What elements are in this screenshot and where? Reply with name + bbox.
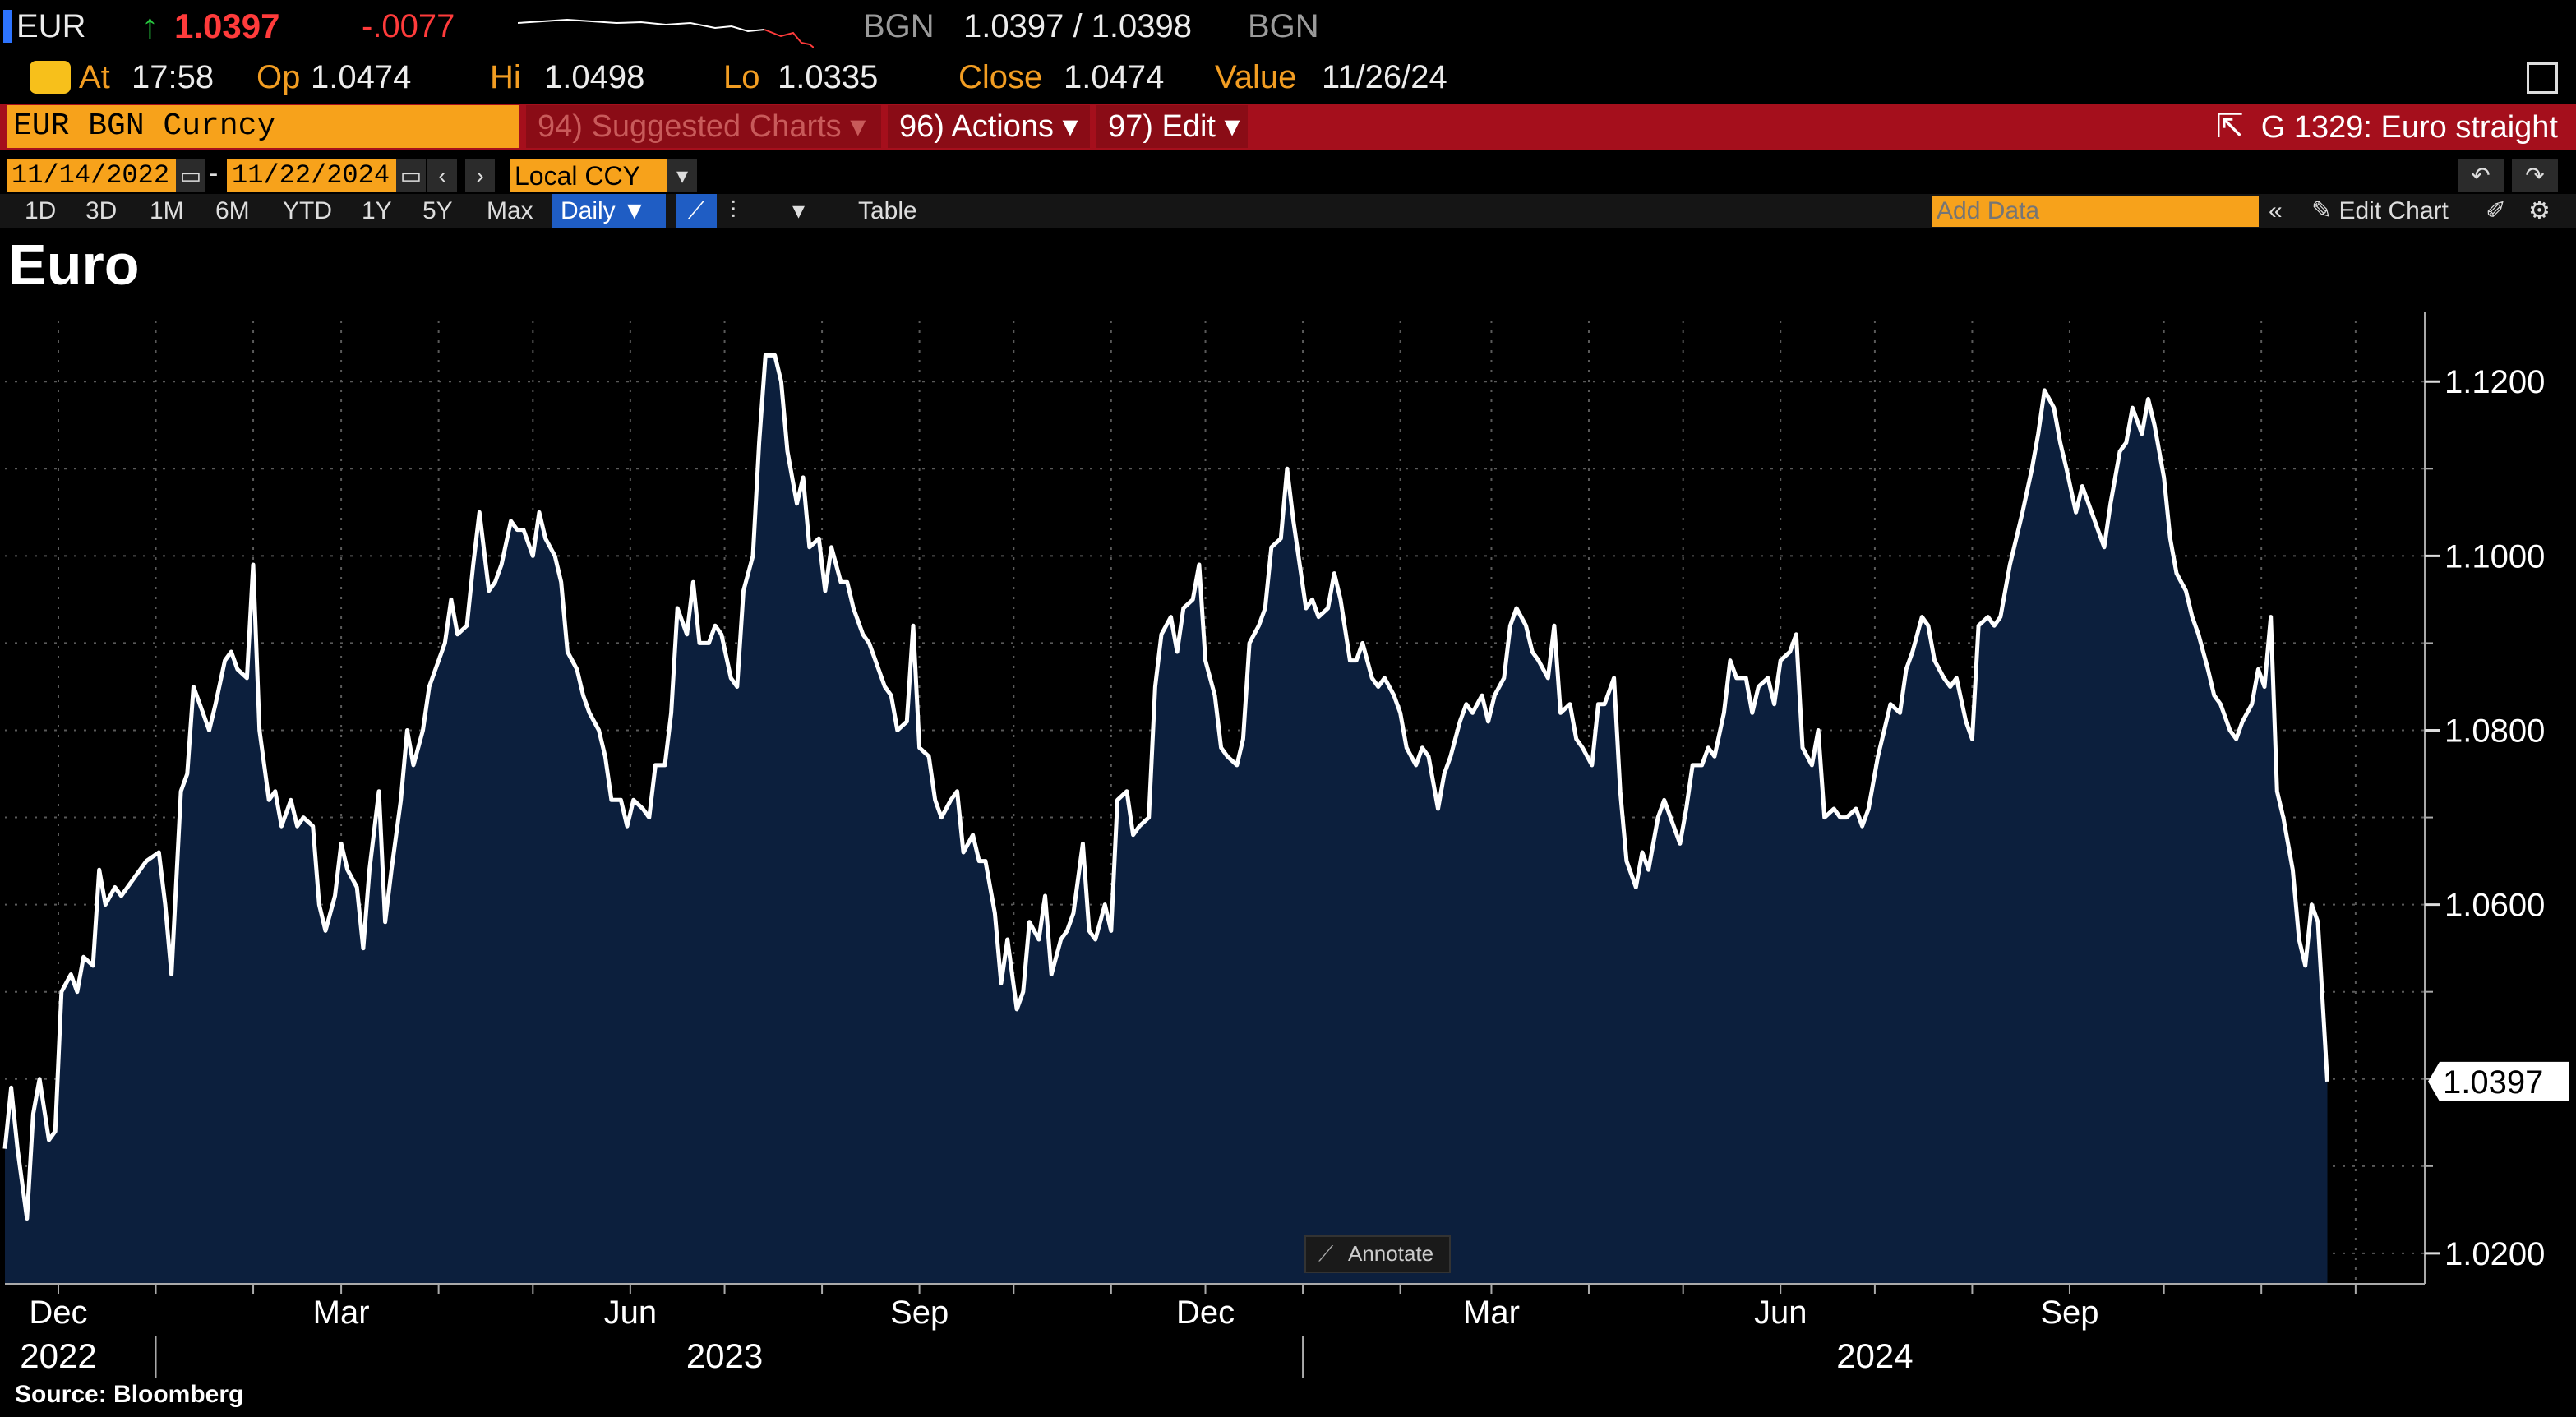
popout-icon: ⇱ <box>2216 108 2244 145</box>
last-value-tag-group: 1.0397 <box>2428 1061 2569 1101</box>
hi-label: Hi <box>490 59 521 95</box>
x-tick-label: Jun <box>1754 1295 1807 1331</box>
clock-icon <box>30 61 71 94</box>
x-tick-label: Mar <box>1463 1295 1520 1331</box>
period-ytd[interactable]: YTD <box>283 197 332 224</box>
chart-title: Euro <box>8 233 140 297</box>
y-tick-label: 1.1200 <box>2444 364 2545 400</box>
annotate-icon: ⟋ <box>1318 1241 1334 1266</box>
bar-chart-icon[interactable]: ⫶ <box>730 197 736 224</box>
period-1d[interactable]: 1D <box>25 197 57 224</box>
quote-currency-2: BGN <box>1248 8 1319 44</box>
end-date-input[interactable]: 11/22/2024 <box>227 159 396 192</box>
period-5y[interactable]: 5Y <box>422 197 453 224</box>
annotate-button[interactable]: ⟋ Annotate <box>1304 1235 1451 1273</box>
close-value: 1.0474 <box>1064 59 1165 95</box>
at-time: 17:58 <box>132 59 215 95</box>
frequency-label: Daily <box>561 197 616 224</box>
price-chart[interactable]: 1.0200 1.0600 1.0800 1.1000 1.1200 Dec Mar Jun… <box>0 312 2576 1381</box>
price-line <box>2 353 2329 1221</box>
y-axis: 1.0200 1.0600 1.0800 1.1000 1.1200 <box>2424 312 2545 1284</box>
start-date-input[interactable]: 11/14/2022 <box>7 159 176 192</box>
x-tick-label: Dec <box>29 1295 87 1331</box>
table-button[interactable]: Table <box>858 197 917 224</box>
line-chart-icon[interactable]: ⟋ <box>676 194 717 228</box>
period-3d[interactable]: 3D <box>85 197 118 224</box>
x-tick-label: Dec <box>1176 1295 1235 1331</box>
period-1m[interactable]: 1M <box>150 197 184 224</box>
arrow-up-icon: ↑ <box>141 7 159 45</box>
value-date: 11/26/24 <box>1322 59 1447 95</box>
x-year-label: 2024 <box>1836 1336 1913 1375</box>
op-label: Op <box>256 59 301 95</box>
quote-bar: EUR ↑ 1.0397 -.0077 BGN 1.0397 / 1.0398 … <box>0 0 2576 95</box>
bid-ask: 1.0397 / 1.0398 <box>963 8 1193 44</box>
last-price: 1.0397 <box>174 7 280 45</box>
quote-currency: BGN <box>863 8 935 44</box>
actions-menu[interactable]: 96) Actions ▾ <box>888 105 1090 148</box>
close-label: Close <box>958 59 1043 95</box>
x-year-label: 2022 <box>20 1336 96 1375</box>
actions-label: 96) Actions <box>899 109 1054 144</box>
op-value: 1.0474 <box>311 59 412 95</box>
x-axis: Dec Mar Jun Sep Dec Mar Jun Sep 2022 2023 2024 <box>5 1283 2425 1378</box>
suggested-charts-label: 94) Suggested Charts <box>538 109 842 144</box>
lo-value: 1.0335 <box>778 59 879 95</box>
net-change: -.0077 <box>362 8 455 44</box>
price-area <box>5 355 2328 1284</box>
pencil-box-icon[interactable]: ✐ <box>2486 197 2507 224</box>
chevron-right-icon[interactable]: › <box>465 159 495 192</box>
quote-ticker[interactable]: EUR <box>16 8 86 44</box>
date-separator: - <box>209 158 219 189</box>
expand-icon[interactable] <box>2527 62 2558 94</box>
chevron-down-icon[interactable]: ▾ <box>667 159 697 192</box>
redo-icon[interactable]: ↷ <box>2512 159 2558 192</box>
last-value-label: 1.0397 <box>2443 1064 2543 1101</box>
chevron-left-icon[interactable]: ‹ <box>427 159 457 192</box>
edit-menu[interactable]: 97) Edit ▾ <box>1096 105 1248 148</box>
hi-value: 1.0498 <box>544 59 645 95</box>
x-year-label: 2023 <box>686 1336 763 1375</box>
annotate-label: Annotate <box>1348 1241 1433 1266</box>
currency-mode-select[interactable]: Local CCY <box>510 159 667 192</box>
edit-label: 97) Edit <box>1108 109 1216 144</box>
source-note: Source: Bloomberg <box>15 1381 244 1408</box>
x-tick-label: Sep <box>2040 1295 2098 1331</box>
x-tick-label: Sep <box>890 1295 949 1331</box>
chart-name[interactable]: ⇱ G 1329: Euro straight <box>2216 105 2558 148</box>
collapse-icon[interactable]: « <box>2269 197 2283 224</box>
x-tick-label: Jun <box>604 1295 658 1331</box>
chevron-down-icon[interactable]: ▾ <box>792 197 806 224</box>
edit-chart-button[interactable]: ✎ Edit Chart <box>2311 197 2449 224</box>
edit-chart-label: Edit Chart <box>2338 197 2449 224</box>
gear-icon[interactable]: ⚙ <box>2528 197 2551 224</box>
y-tick-label: 1.1000 <box>2444 538 2545 575</box>
period-max[interactable]: Max <box>487 197 533 224</box>
y-tick-label: 1.0800 <box>2444 713 2545 749</box>
chart-name-label: G 1329: Euro straight <box>2260 110 2558 145</box>
security-field[interactable]: EUR BGN Curncy <box>7 105 519 148</box>
frequency-select[interactable]: Daily ▼ <box>552 194 666 228</box>
y-tick-label: 1.0200 <box>2444 1236 2545 1272</box>
undo-icon[interactable]: ↶ <box>2458 159 2504 192</box>
sparkline-icon <box>518 18 814 48</box>
x-tick-label: Mar <box>313 1295 370 1331</box>
last-value-tag <box>2428 1061 2569 1101</box>
value-label: Value <box>1215 59 1297 95</box>
at-label: At <box>79 59 110 95</box>
calendar-icon[interactable]: ▭ <box>176 159 205 192</box>
add-data-input[interactable] <box>1932 196 2259 227</box>
ticker-marker <box>3 10 12 43</box>
y-tick-label: 1.0600 <box>2444 888 2545 924</box>
period-6m[interactable]: 6M <box>215 197 250 224</box>
lo-label: Lo <box>723 59 760 95</box>
period-1y[interactable]: 1Y <box>362 197 392 224</box>
calendar-icon[interactable]: ▭ <box>396 159 426 192</box>
suggested-charts-menu[interactable]: 94) Suggested Charts ▾ <box>526 105 881 148</box>
